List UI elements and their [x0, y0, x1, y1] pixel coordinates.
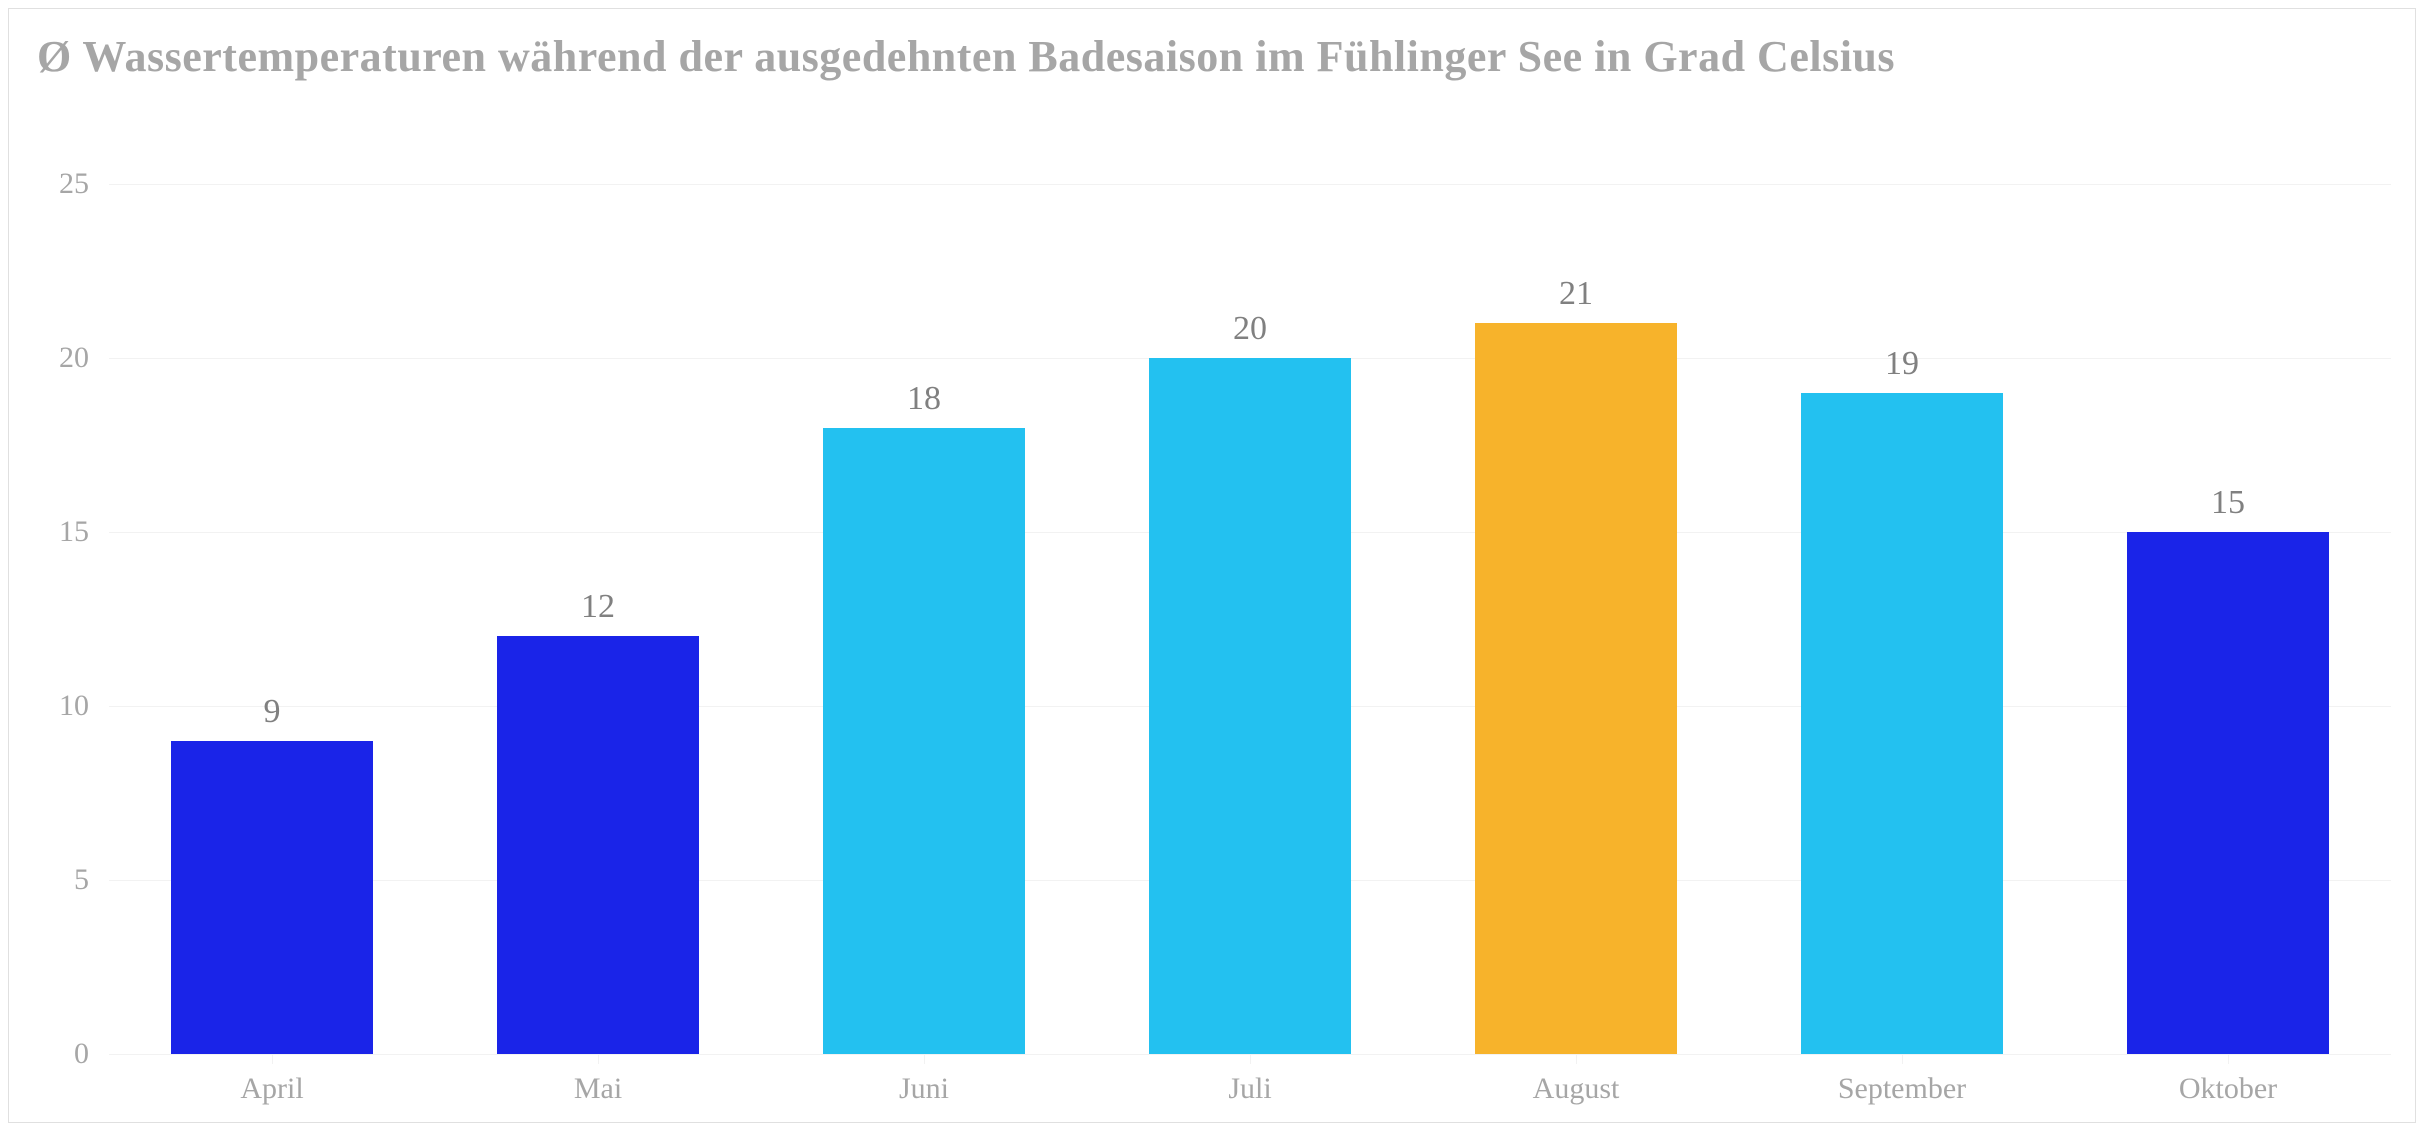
y-axis-tick-label: 5: [74, 863, 109, 897]
bar: 20: [1149, 358, 1351, 1054]
x-axis-tick-label: April: [240, 1054, 303, 1106]
x-axis-tick-label: September: [1838, 1054, 1966, 1106]
y-axis-tick-label: 15: [59, 515, 109, 549]
bar: 9: [171, 741, 373, 1054]
x-axis-tick-label: Juni: [899, 1054, 949, 1106]
x-axis-tick-label: Oktober: [2179, 1054, 2277, 1106]
y-axis-tick-label: 25: [59, 167, 109, 201]
x-axis-tick-label: Juli: [1228, 1054, 1271, 1106]
bar: 21: [1475, 323, 1677, 1054]
bar-value-label: 18: [907, 380, 941, 418]
chart-frame: Ø Wassertemperaturen während der ausgede…: [8, 8, 2416, 1123]
y-axis-tick-label: 20: [59, 341, 109, 375]
plot-area: 05101520259121820211915AprilMaiJuniJuliA…: [109, 184, 2391, 1054]
y-axis-tick-label: 10: [59, 689, 109, 723]
bar-value-label: 9: [263, 693, 280, 731]
y-axis-tick-label: 0: [74, 1037, 109, 1071]
bar-value-label: 20: [1233, 310, 1267, 348]
bar-value-label: 12: [581, 588, 615, 626]
bar-value-label: 21: [1559, 275, 1593, 313]
bar: 12: [497, 636, 699, 1054]
bar: 18: [823, 428, 1025, 1054]
x-axis-tick-label: Mai: [574, 1054, 622, 1106]
bar: 15: [2127, 532, 2329, 1054]
bar-value-label: 19: [1885, 345, 1919, 383]
chart-title: Ø Wassertemperaturen während der ausgede…: [37, 31, 1895, 82]
bars-container: 9121820211915: [109, 184, 2391, 1054]
bar: 19: [1801, 393, 2003, 1054]
bar-value-label: 15: [2211, 484, 2245, 522]
x-axis-tick-label: August: [1533, 1054, 1620, 1106]
